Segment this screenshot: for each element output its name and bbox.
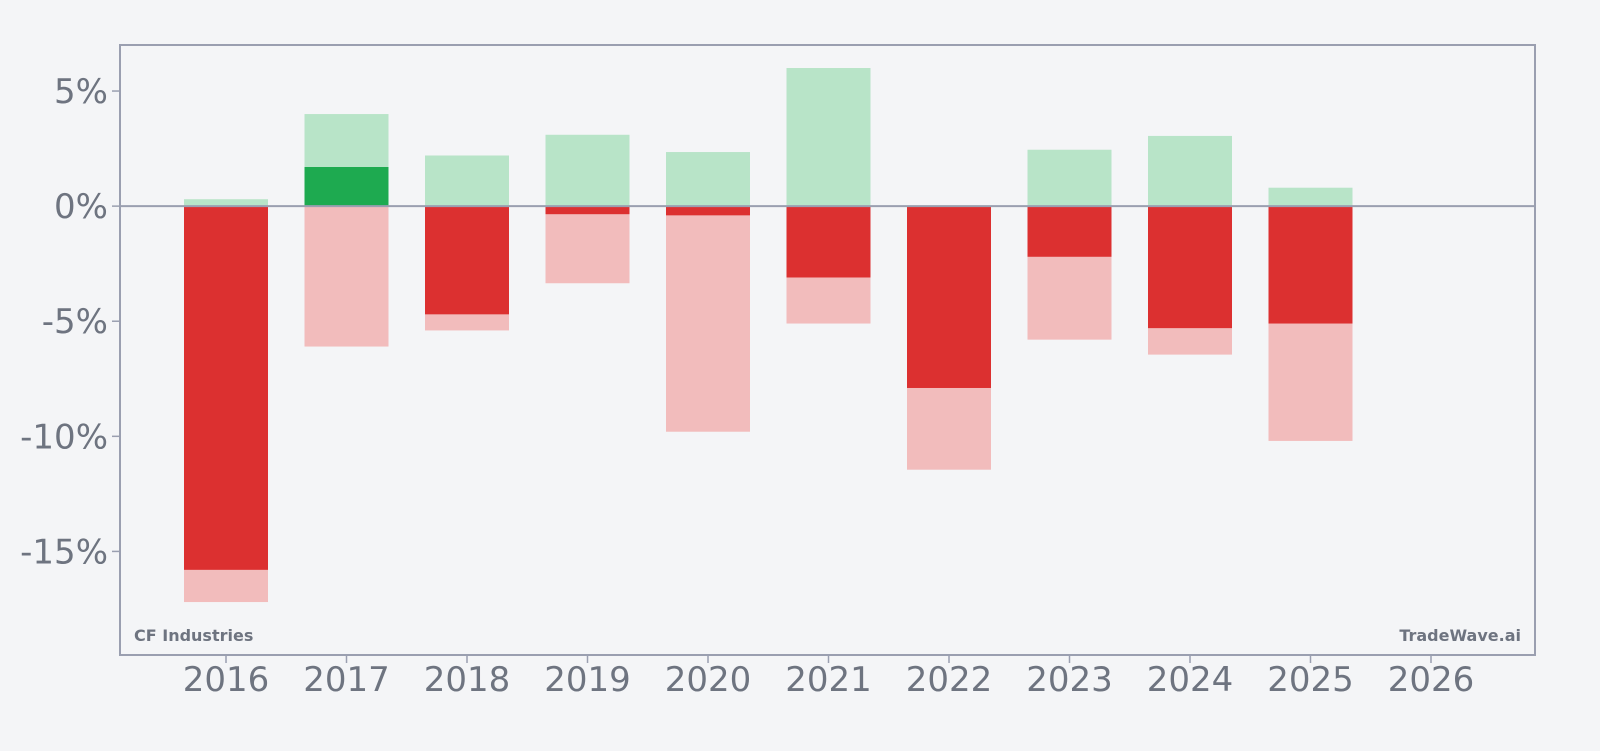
y-tick-label: -5% (42, 302, 108, 342)
bar-high-2016 (184, 199, 268, 207)
bar-layer (184, 68, 1353, 603)
x-tick-label: 2024 (1147, 660, 1234, 700)
bar-close-2018 (425, 206, 509, 315)
bar-high-2024 (1148, 135, 1232, 207)
bar-low-2020 (666, 206, 750, 432)
bar-close-2025 (1268, 206, 1353, 324)
x-axis: 2016 2017 2018 2019 2020 2021 2022 2023 2024 2025… (183, 655, 1475, 700)
bar-high-2025 (1268, 187, 1353, 207)
y-axis: 5% 0% -5% -10% -15% (20, 72, 120, 572)
bar-high-2021 (786, 68, 871, 207)
x-tick-label: 2020 (665, 660, 752, 700)
bar-close-2016 (184, 206, 268, 570)
y-tick-label: -10% (20, 417, 108, 457)
y-tick-label: 5% (54, 72, 108, 112)
x-tick-label: 2018 (424, 660, 511, 700)
x-tick-label: 2023 (1026, 660, 1113, 700)
x-tick-label: 2016 (183, 660, 270, 700)
x-tick-label: 2026 (1388, 660, 1475, 700)
bar-high-2019 (545, 134, 630, 207)
bar-close-2021 (786, 206, 871, 278)
bar-close-2020 (666, 206, 750, 216)
bar-high-2020 (666, 152, 750, 207)
bar-high-2023 (1027, 149, 1112, 207)
x-tick-label: 2019 (544, 660, 631, 700)
bar-low-2017 (304, 206, 389, 347)
bar-close-2023 (1027, 206, 1112, 257)
x-tick-label: 2025 (1267, 660, 1354, 700)
brand-watermark: TradeWave.ai (1399, 626, 1521, 645)
bar-close-2019 (545, 206, 630, 215)
bar-high-2018 (425, 155, 509, 207)
y-tick-label: 0% (54, 187, 108, 227)
x-tick-label: 2022 (906, 660, 993, 700)
bar-close-2022 (907, 206, 991, 388)
x-tick-label: 2017 (303, 660, 390, 700)
bar-close-2024 (1148, 206, 1232, 329)
plot-frame (119, 44, 1536, 656)
bar-close-2017 (304, 167, 389, 207)
bar-low-2019 (545, 206, 630, 284)
y-tick-label: -15% (20, 532, 108, 572)
company-label: CF Industries (134, 626, 253, 645)
x-tick-label: 2021 (785, 660, 872, 700)
